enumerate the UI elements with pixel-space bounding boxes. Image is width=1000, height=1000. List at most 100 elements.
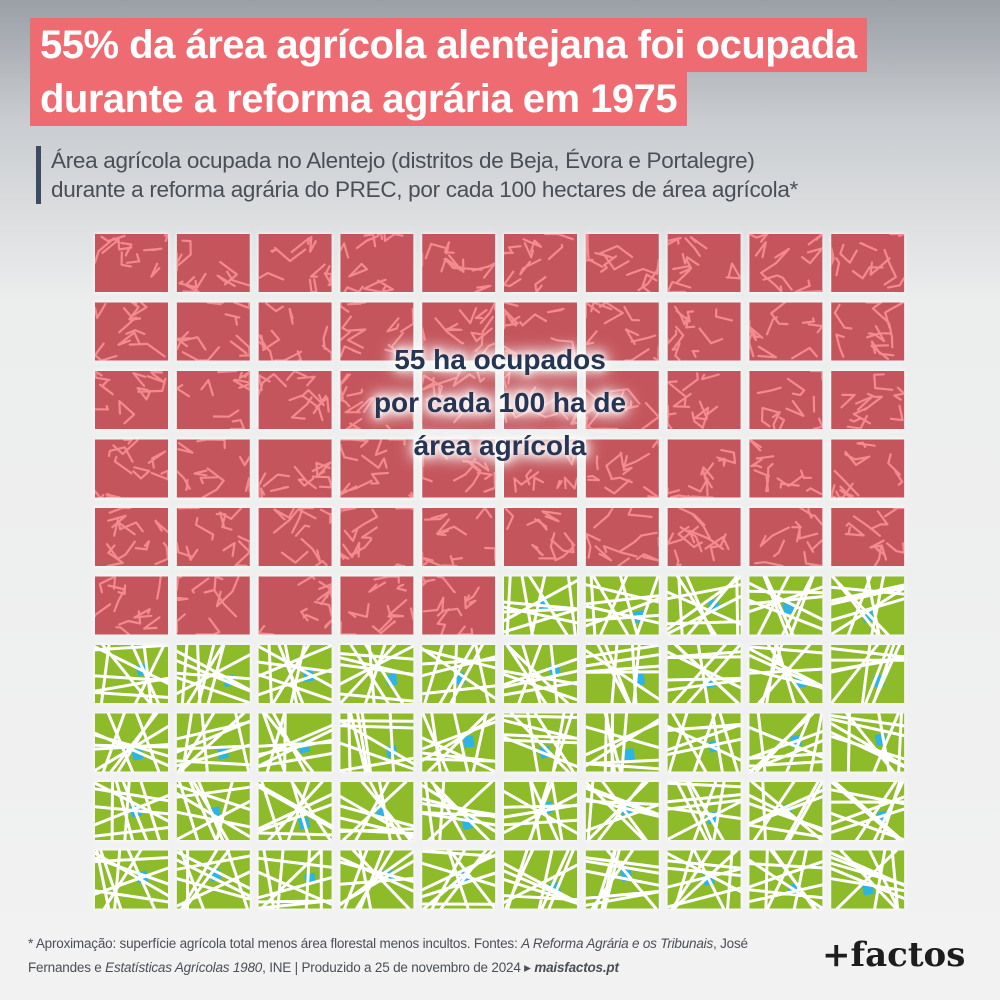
source-stats-title: Estatísticas Agrícolas 1980 [105,960,263,975]
waffle-cell-occupied [504,508,577,566]
waffle-cell-occupied [422,234,496,292]
waffle-cell-unoccupied [340,850,414,909]
waffle-cell-occupied [95,508,168,566]
waffle-cell-unoccupied [504,782,577,840]
waffle-cell-occupied [340,302,414,361]
waffle-cell-occupied [504,371,577,429]
waffle-cell-unoccupied [667,850,741,909]
waffle-cell-unoccupied [749,713,823,772]
waffle-cell-occupied [176,439,250,498]
waffle-cell-occupied [585,302,659,361]
waffle-cell-occupied [667,371,741,429]
waffle-cell-occupied [504,234,577,292]
waffle-cell-occupied [749,439,823,498]
waffle-cell-unoccupied [749,576,823,635]
chart-subtitle: Área agrícola ocupada no Alentejo (distr… [36,146,991,204]
waffle-cell-unoccupied [422,645,496,703]
waffle-cell-occupied [258,371,332,429]
waffle-cell-occupied [258,576,332,635]
waffle-cell-unoccupied [95,782,168,840]
waffle-cell-unoccupied [95,713,168,772]
annotation-line-2: por cada 100 ha de [373,387,627,418]
waffle-cell-occupied [749,371,823,429]
footnote-line-2: Fernandes e Estatísticas Agrícolas 1980,… [28,956,818,980]
source-book-title: A Reforma Agrária e os Tribunais [521,936,713,951]
waffle-cell-occupied [831,439,905,498]
waffle-cell-occupied [422,576,496,635]
waffle-cell-unoccupied [585,645,659,703]
waffle-cell-occupied [585,508,659,566]
waffle-cell-unoccupied [95,645,168,703]
waffle-cell-unoccupied [749,850,823,909]
waffle-cell-unoccupied [831,645,905,703]
waffle-cell-unoccupied [831,782,905,840]
footnote-sources: * Aproximação: superfície agrícola total… [28,932,818,980]
waffle-cell-unoccupied [831,713,905,772]
waffle-cell-occupied [749,508,823,566]
waffle-cell-unoccupied [340,645,414,703]
subtitle-line-1: Área agrícola ocupada no Alentejo (distr… [51,148,755,173]
footnote-line-1: * Aproximação: superfície agrícola total… [28,932,818,956]
factos-logo: +factos [822,935,966,975]
waffle-cell-unoccupied [585,576,659,635]
waffle-cell-occupied [176,234,250,292]
waffle-cell-unoccupied [422,782,496,840]
waffle-cell-occupied [176,371,250,429]
footnote-text: Fernandes e [28,960,106,975]
waffle-cell-unoccupied [504,576,577,635]
waffle-cell-unoccupied [504,850,577,909]
chart-title: 55% da área agrícola alentejana foi ocup… [30,18,930,126]
waffle-cell-unoccupied [176,850,250,909]
waffle-cell-occupied [95,371,168,429]
waffle-cell-unoccupied [95,850,168,909]
waffle-cell-occupied [176,302,250,361]
waffle-cell-unoccupied [831,576,905,635]
annotation-line-3: área agrícola [413,430,587,461]
waffle-cell-unoccupied [667,645,741,703]
waffle-cell-occupied [95,302,168,361]
waffle-cell-unoccupied [585,713,659,772]
waffle-cell-occupied [340,371,414,429]
waffle-cell-occupied [422,439,496,498]
waffle-cell-occupied [258,439,332,498]
waffle-annotation: 55 ha ocupados por cada 100 ha de área a… [330,338,670,467]
waffle-cell-occupied [340,234,414,292]
waffle-cell-occupied [585,371,659,429]
waffle-cell-unoccupied [340,782,414,840]
waffle-cell-occupied [831,508,905,566]
waffle-cell-occupied [340,508,414,566]
waffle-cell-occupied [176,576,250,635]
waffle-cell-unoccupied [258,713,332,772]
footnote-text: , José [713,936,748,951]
waffle-cell-occupied [176,508,250,566]
title-line-2: durante a reforma agrária em 1975 [30,72,688,126]
waffle-cell-occupied [667,508,741,566]
waffle-cell-occupied [422,508,496,566]
footnote-text: , INE | Produzido a 25 de novembro de 20… [262,960,535,975]
waffle-cell-occupied [585,439,659,498]
waffle-cell-occupied [258,508,332,566]
waffle-cell-unoccupied [422,850,496,909]
waffle-cell-unoccupied [176,782,250,840]
waffle-cell-unoccupied [422,713,496,772]
waffle-cell-unoccupied [258,645,332,703]
footnote-text: * Aproximação: superfície agrícola total… [28,936,522,951]
annotation-line-1: 55 ha ocupados [394,344,606,375]
subtitle-line-2: durante a reforma agrária do PREC, por c… [51,177,798,202]
waffle-cell-occupied [95,439,168,498]
waffle-cell-occupied [422,371,496,429]
waffle-cell-unoccupied [340,713,414,772]
waffle-cell-occupied [95,234,168,292]
waffle-cell-occupied [749,234,823,292]
waffle-cell-occupied [340,576,414,635]
waffle-cell-occupied [258,234,332,292]
waffle-cell-occupied [831,302,905,361]
waffle-cell-occupied [340,439,414,498]
waffle-cell-occupied [258,302,332,361]
waffle-cell-unoccupied [749,645,823,703]
waffle-cell-occupied [504,439,577,498]
waffle-cell-occupied [831,371,905,429]
website-link[interactable]: maisfactos.pt [534,960,619,975]
waffle-cell-unoccupied [749,782,823,840]
